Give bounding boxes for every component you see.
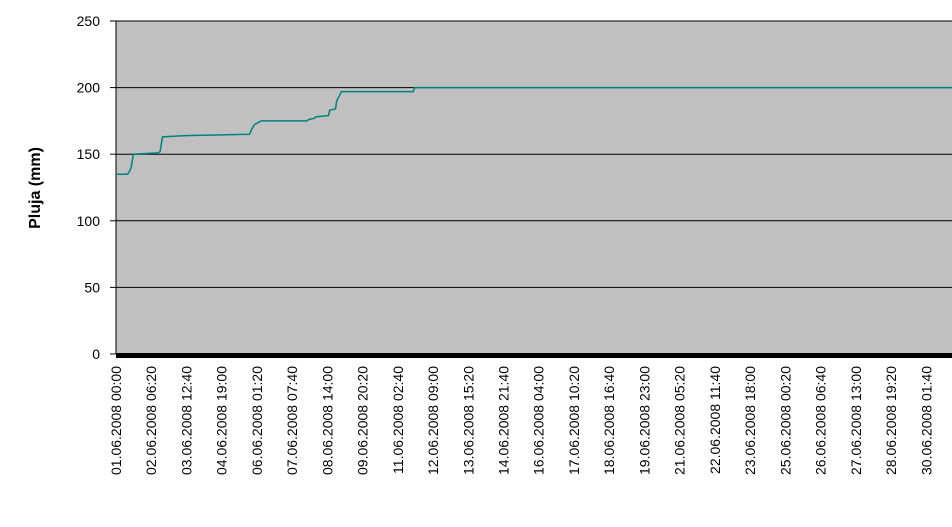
x-tick-label: 12.06.2008 09:00: [425, 366, 441, 475]
x-tick-label: 21.06.2008 05:20: [672, 366, 688, 475]
y-axis: 0 50 100 150 200 250: [77, 13, 117, 362]
x-tick-label: 22.06.2008 11:40: [707, 366, 723, 474]
x-tick-label: 08.06.2008 14:00: [319, 366, 335, 475]
y-tick-label-250: 250: [77, 13, 101, 29]
x-tick-label: 18.06.2008 16:40: [601, 366, 617, 475]
x-tick-label: 09.06.2008 20:20: [355, 366, 371, 475]
x-tick-label: 16.06.2008 04:00: [531, 366, 547, 475]
x-tick-label: 06.06.2008 01:20: [249, 366, 265, 475]
x-tick-label: 04.06.2008 19:00: [214, 366, 230, 475]
series-line-0: [116, 86, 952, 175]
series-layer: [116, 86, 952, 175]
x-tick-label: 02.06.2008 06:20: [143, 366, 159, 475]
y-axis-title: Pluja (mm): [27, 147, 44, 229]
x-tick-label: 30.06.2008 01:40: [918, 366, 934, 475]
y-tick-label-200: 200: [77, 80, 101, 96]
x-tick-label: 27.06.2008 13:00: [848, 366, 864, 475]
y-tick-label-150: 150: [77, 146, 101, 162]
x-tick-label: 11.06.2008 02:40: [390, 366, 406, 474]
x-tick-label: 03.06.2008 12:40: [178, 366, 194, 475]
x-tick-label: 25.06.2008 00:20: [777, 366, 793, 475]
x-tick-label: 17.06.2008 10:20: [566, 366, 582, 475]
x-tick-label: 07.06.2008 07:40: [284, 366, 300, 475]
plot-area: [116, 21, 952, 354]
x-tick-label: 23.06.2008 18:00: [742, 366, 758, 475]
x-tick-label: 26.06.2008 06:40: [813, 366, 829, 475]
x-tick-label: 28.06.2008 19:20: [883, 366, 899, 475]
y-tick-label-50: 50: [84, 279, 100, 295]
x-tick-label: 13.06.2008 15:20: [460, 366, 476, 475]
x-tick-label: 19.06.2008 23:00: [636, 366, 652, 475]
y-tick-label-0: 0: [92, 346, 100, 362]
x-tick-label: 14.06.2008 21:40: [496, 366, 512, 475]
y-tick-label-100: 100: [77, 213, 101, 229]
x-tick-label: 01.06.2008 00:00: [108, 366, 124, 475]
x-axis-line: [116, 353, 952, 358]
x-axis: 01.06.2008 00:00 02.06.2008 06:20 03.06.20…: [108, 353, 952, 475]
